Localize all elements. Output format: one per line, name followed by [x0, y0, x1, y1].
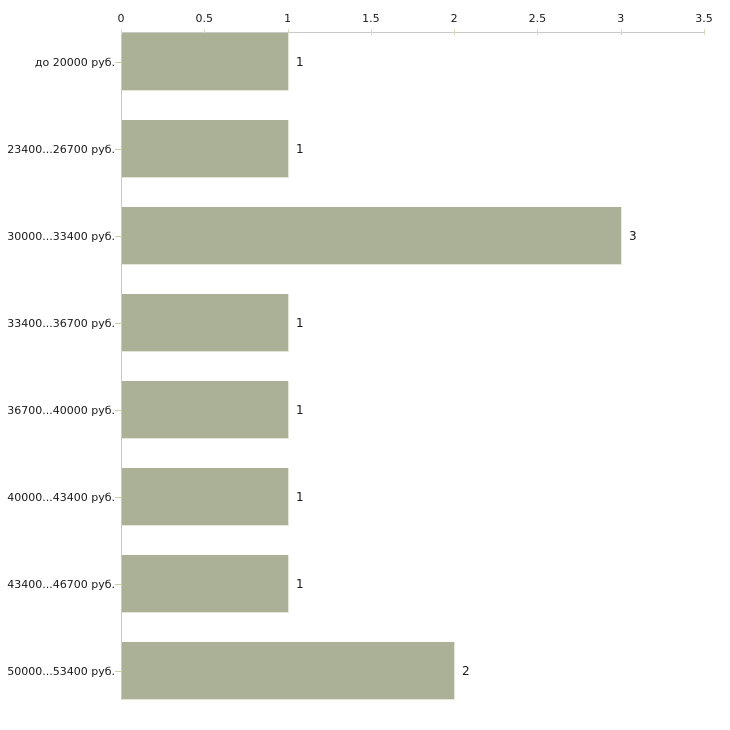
x-tick-mark [204, 29, 206, 35]
value-label: 1 [296, 316, 304, 330]
category-tick-mark [115, 62, 121, 63]
bar [122, 207, 622, 265]
x-axis-line [121, 32, 705, 33]
category-label: 36700...40000 руб. [7, 403, 115, 417]
category-tick-mark [115, 236, 121, 237]
value-label: 2 [462, 664, 470, 678]
x-tick-label: 2.5 [528, 12, 547, 25]
category-label: 23400...26700 руб. [7, 142, 115, 156]
category-tick-mark [115, 497, 121, 498]
category-tick-mark [115, 149, 121, 150]
category-tick-mark [115, 323, 121, 324]
x-tick-mark [370, 29, 372, 35]
x-tick-mark [287, 29, 289, 35]
x-tick-label: 0.5 [195, 12, 214, 25]
x-tick-label: 3 [617, 12, 625, 25]
value-label: 1 [296, 577, 304, 591]
category-label: 33400...36700 руб. [7, 316, 115, 330]
category-label: 50000...53400 руб. [7, 664, 115, 678]
x-tick-mark [620, 29, 622, 35]
bar [122, 381, 289, 439]
x-tick-label: 2 [450, 12, 458, 25]
x-tick-label: 3.5 [695, 12, 713, 25]
x-tick-mark [454, 29, 456, 35]
bar [122, 555, 289, 613]
category-label: до 20000 руб. [34, 55, 115, 69]
x-tick-label: 1.5 [362, 12, 380, 25]
y-axis-line [121, 32, 122, 700]
x-tick-label: 1 [284, 12, 292, 25]
category-label: 43400...46700 руб. [7, 577, 115, 591]
category-label: 40000...43400 руб. [7, 490, 115, 504]
x-tick-mark [121, 29, 122, 35]
category-tick-mark [115, 671, 121, 672]
category-tick-mark [115, 410, 121, 411]
value-label: 1 [296, 490, 304, 504]
bar [122, 33, 289, 91]
value-label: 1 [296, 55, 304, 69]
x-tick-mark [704, 29, 705, 35]
x-tick-mark [537, 29, 539, 35]
value-label: 1 [296, 403, 304, 417]
bar [122, 294, 289, 352]
category-label: 30000...33400 руб. [7, 229, 115, 243]
category-tick-mark [115, 584, 121, 585]
value-label: 3 [629, 229, 637, 243]
bar [122, 120, 289, 178]
x-tick-label: 0 [117, 12, 125, 25]
bar [122, 468, 289, 526]
value-label: 1 [296, 142, 304, 156]
bar [122, 642, 455, 700]
